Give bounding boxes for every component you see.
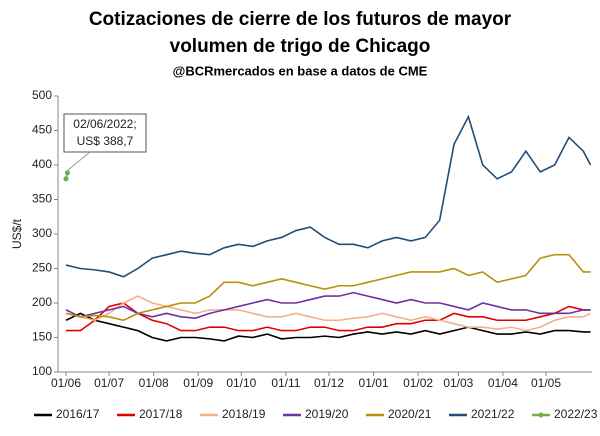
series-line bbox=[65, 253, 591, 322]
annotation-leader bbox=[67, 151, 91, 171]
annotation: 02/06/2022; bbox=[73, 117, 136, 131]
series-line bbox=[66, 302, 591, 332]
x-tick-label: 01/07 bbox=[94, 376, 124, 390]
series-line bbox=[65, 114, 592, 278]
legend-label: 2016/17 bbox=[56, 407, 100, 421]
y-tick-label: 200 bbox=[32, 295, 52, 309]
y-tick-label: 250 bbox=[32, 261, 52, 275]
x-tick-label: 01/09 bbox=[183, 376, 213, 390]
series-point bbox=[63, 176, 69, 182]
y-tick-label: 450 bbox=[32, 123, 52, 137]
x-tick-label: 01/06 bbox=[51, 376, 81, 390]
y-tick-label: 300 bbox=[32, 226, 52, 240]
x-tick-label: 01/02 bbox=[403, 376, 433, 390]
legend-label: 2022/23 bbox=[554, 407, 598, 421]
legend-label: 2017/18 bbox=[139, 407, 183, 421]
x-tick-label: 01/12 bbox=[314, 376, 344, 390]
y-axis-label: US$/t bbox=[10, 218, 24, 249]
legend-swatch bbox=[538, 412, 544, 418]
legend-label: 2019/20 bbox=[305, 407, 349, 421]
x-tick-label: 01/05 bbox=[531, 376, 561, 390]
series-point bbox=[64, 170, 70, 176]
series-line bbox=[65, 295, 591, 332]
x-tick-label: 01/08 bbox=[139, 376, 169, 390]
legend-label: 2021/22 bbox=[471, 407, 515, 421]
x-tick-label: 01/01 bbox=[359, 376, 389, 390]
x-tick-label: 01/04 bbox=[488, 376, 518, 390]
y-tick-label: 500 bbox=[32, 88, 52, 102]
legend-label: 2020/21 bbox=[388, 407, 432, 421]
y-tick-label: 100 bbox=[32, 364, 52, 378]
x-tick-label: 01/10 bbox=[226, 376, 256, 390]
series-line bbox=[65, 312, 591, 342]
y-tick-label: 400 bbox=[32, 157, 52, 171]
annotation-box bbox=[63, 113, 147, 153]
y-tick-label: 350 bbox=[32, 192, 52, 206]
x-tick-label: 01/03 bbox=[443, 376, 473, 390]
series-line bbox=[65, 291, 591, 319]
chart-title: volumen de trigo de Chicago bbox=[170, 36, 431, 57]
annotation: US$ 388,7 bbox=[77, 134, 134, 148]
y-tick-label: 150 bbox=[32, 330, 52, 344]
chart-subtitle: @BCRmercados en base a datos de CME bbox=[173, 63, 428, 78]
x-tick-label: 01/11 bbox=[271, 376, 300, 390]
chart-title: Cotizaciones de cierre de los futuros de… bbox=[89, 9, 512, 30]
legend-label: 2018/19 bbox=[222, 407, 266, 421]
